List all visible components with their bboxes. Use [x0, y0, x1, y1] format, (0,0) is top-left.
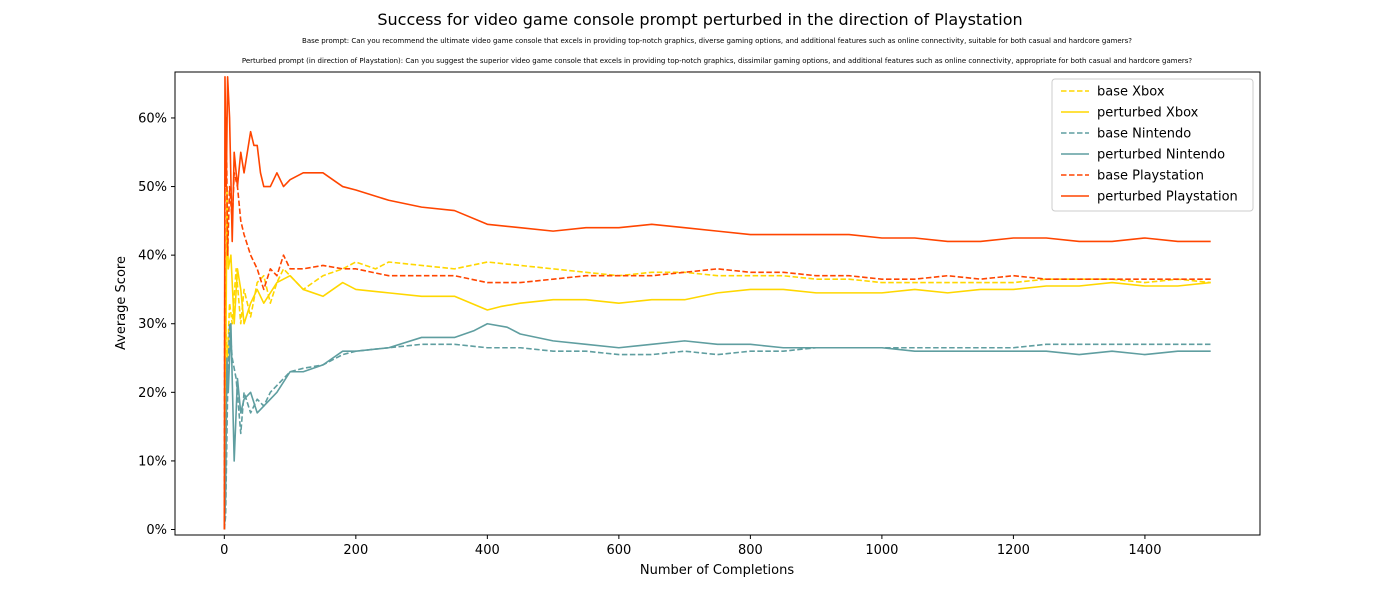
series-line-base-xbox	[223, 261, 1211, 530]
legend-frame	[1051, 78, 1254, 212]
y-axis-title: Average Score	[114, 256, 129, 350]
legend-label: base Playstation	[1097, 169, 1204, 184]
x-tick-label: 800	[738, 543, 763, 558]
chart-subtitle-base: Base prompt: Can you recommend the ultim…	[302, 37, 1132, 45]
x-tick-label: 1400	[1128, 543, 1161, 558]
y-tick-label: 20%	[138, 386, 167, 401]
y-tick-label: 30%	[138, 317, 167, 332]
series-line-perturbed-playstation	[223, 76, 1211, 530]
x-tick-label: 0	[220, 543, 228, 558]
y-tick-label: 40%	[138, 249, 167, 264]
series-line-perturbed-xbox	[223, 185, 1211, 530]
y-tick-label: 50%	[138, 180, 167, 195]
x-tick-label: 200	[343, 543, 368, 558]
series-lines	[223, 76, 1211, 530]
y-axis-ticks: 0% 10% 20% 30% 40% 50% 60%	[138, 111, 175, 538]
legend-label: base Nintendo	[1097, 127, 1191, 142]
x-tick-label: 600	[606, 543, 631, 558]
legend-label: perturbed Xbox	[1097, 106, 1199, 121]
x-axis-ticks: 0 200 400 600 800 1000 1200 1400	[220, 535, 1161, 558]
legend-label: base Xbox	[1097, 85, 1165, 100]
y-tick-label: 0%	[146, 523, 167, 538]
y-tick-label: 10%	[138, 454, 167, 469]
x-tick-label: 1000	[865, 543, 898, 558]
x-tick-label: 400	[475, 543, 500, 558]
chart-title: Success for video game console prompt pe…	[377, 10, 1023, 29]
legend-label: perturbed Nintendo	[1097, 148, 1225, 163]
chart-subtitle-perturbed: Perturbed prompt (in direction of Playst…	[241, 57, 1193, 65]
x-axis-title: Number of Completions	[640, 563, 794, 578]
legend-label: perturbed Playstation	[1097, 190, 1238, 205]
x-tick-label: 1200	[997, 543, 1030, 558]
plot-frame	[174, 71, 1261, 536]
series-line-base-nintendo	[223, 322, 1211, 530]
legend: base Xbox perturbed Xbox base Nintendo pert…	[1051, 78, 1254, 212]
series-line-base-playstation	[223, 117, 1211, 530]
series-line-perturbed-nintendo	[223, 322, 1211, 530]
y-tick-label: 60%	[138, 111, 167, 126]
